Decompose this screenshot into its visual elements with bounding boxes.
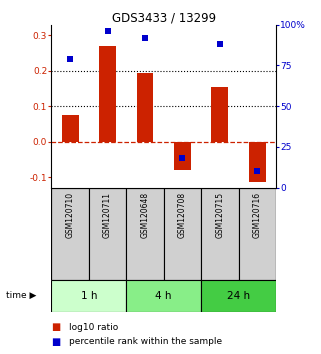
Text: GSM120708: GSM120708 <box>178 192 187 238</box>
Bar <box>51 280 126 312</box>
Point <box>67 56 73 62</box>
Bar <box>51 188 89 280</box>
Text: GSM120715: GSM120715 <box>215 192 224 238</box>
Point <box>105 28 110 34</box>
Text: log10 ratio: log10 ratio <box>69 323 118 332</box>
Text: ■: ■ <box>51 337 61 347</box>
Bar <box>126 188 164 280</box>
Bar <box>212 87 228 142</box>
Bar <box>164 188 201 280</box>
Text: 1 h: 1 h <box>81 291 97 301</box>
Bar <box>174 142 191 170</box>
Point <box>255 169 260 174</box>
Bar <box>136 73 153 142</box>
Bar <box>201 188 239 280</box>
Point <box>180 155 185 161</box>
Point <box>143 35 148 41</box>
Point <box>217 41 222 47</box>
Bar <box>89 188 126 280</box>
Bar <box>249 142 266 182</box>
Text: ■: ■ <box>51 322 61 332</box>
Text: GSM120648: GSM120648 <box>141 192 150 238</box>
Text: percentile rank within the sample: percentile rank within the sample <box>69 337 222 346</box>
Title: GDS3433 / 13299: GDS3433 / 13299 <box>112 12 216 25</box>
Text: GSM120711: GSM120711 <box>103 192 112 238</box>
Text: time ▶: time ▶ <box>6 291 37 300</box>
Text: 4 h: 4 h <box>155 291 172 301</box>
Bar <box>126 280 201 312</box>
Text: 24 h: 24 h <box>227 291 250 301</box>
Text: GSM120716: GSM120716 <box>253 192 262 238</box>
Bar <box>239 188 276 280</box>
Bar <box>201 280 276 312</box>
Bar <box>62 115 79 142</box>
Bar <box>99 46 116 142</box>
Text: GSM120710: GSM120710 <box>65 192 74 238</box>
